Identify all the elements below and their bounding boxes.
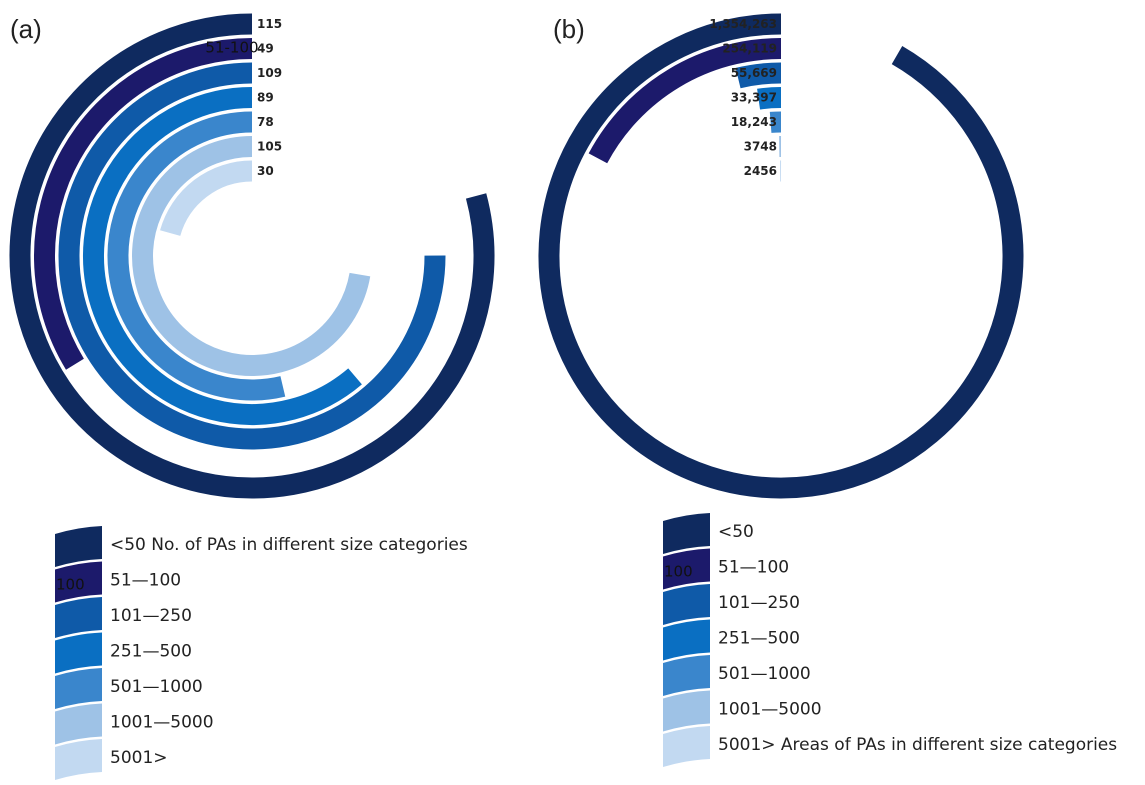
panel-b-legend-swatch-251-500	[663, 619, 710, 661]
panel-b-legend-label-501-1000: 501—1000	[718, 664, 811, 684]
panel-b-value-label-50: 1,354,263	[709, 17, 777, 31]
panel-b-legend-swatch-1001-5000	[663, 690, 710, 732]
panel-a-legend-swatch-5001	[55, 739, 102, 780]
panel-b-legend-label-251-500: 251—500	[718, 629, 800, 649]
panel-a-value-label-101-250: 109	[257, 66, 282, 80]
panel-a-legend-swatch-101-250	[55, 597, 102, 638]
panel-b-value-label-1001-5000: 3748	[744, 140, 777, 154]
panel-a-value-label-50: 115	[257, 17, 282, 31]
panel-a-legend-label-50: <50 No. of PAs in different size categor…	[110, 535, 468, 555]
panel-b-bar-50	[538, 13, 1024, 499]
panel-b-legend-label-50: <50	[718, 522, 754, 542]
panel-b-legend-swatch-501-1000	[663, 655, 710, 696]
panel-a-legend-label-1001-5000: 1001—5000	[110, 713, 214, 733]
panel-a-legend-label-101-250: 101—250	[110, 606, 192, 626]
panel-a-value-label-501-1000: 78	[257, 115, 274, 129]
panel-b-value-label-101-250: 55,669	[731, 66, 777, 80]
panel-a-value-label-5001: 30	[257, 164, 274, 178]
panel-a-legend-swatch-50	[55, 526, 102, 567]
panel-b-legend-label-5001: 5001> Areas of PAs in different size cat…	[718, 735, 1117, 755]
panel-b-legend-swatch-101-250	[663, 584, 710, 625]
panel-a-value-label-51-100: 49	[257, 42, 274, 56]
panel-a-legend-swatch-51-100	[55, 561, 102, 603]
panel-b-legend-label-101-250: 101—250	[718, 593, 800, 613]
panel-b-bar-251-500	[757, 87, 782, 110]
panel-a-bar-501-1000	[107, 111, 286, 401]
panel-b-bar-101-250	[735, 62, 782, 89]
panel-a-legend-swatch-annotation: 100	[56, 576, 85, 594]
panel-a-legend-label-501-1000: 501—1000	[110, 677, 203, 697]
panel-a-ring-annotation: 51-100	[205, 39, 258, 57]
panel-a-bar-50	[9, 13, 495, 499]
panel-label-a: (a)	[10, 14, 42, 44]
panel-b-legend-label-1001-5000: 1001—5000	[718, 700, 822, 720]
panel-b-legend-swatch-50	[663, 513, 710, 554]
panel-b-legend-label-51-100: 51—100	[718, 558, 789, 578]
panel-a-legend-swatch-251-500	[55, 632, 102, 674]
panel-b-value-label-51-100: 254,119	[722, 42, 777, 56]
panel-b-value-label-501-1000: 18,243	[731, 115, 777, 129]
panel-b-value-label-251-500: 33,397	[731, 91, 777, 105]
panel-a-bar-1001-5000	[132, 136, 371, 376]
panel-b-legend-swatch-annotation: 100	[664, 563, 693, 581]
panel-b-bar-51-100	[588, 38, 782, 164]
panel-a-legend-swatch-1001-5000	[55, 703, 102, 745]
panel-a-value-label-1001-5000: 105	[257, 140, 282, 154]
panel-a-legend-label-5001: 5001>	[110, 748, 168, 768]
panel-a-value-label-251-500: 89	[257, 91, 274, 105]
panel-a-legend-label-51-100: 51—100	[110, 571, 181, 591]
panel-b-value-label-5001: 2456	[744, 164, 777, 178]
panel-a-legend-label-251-500: 251—500	[110, 642, 192, 662]
panel-b-legend-swatch-51-100	[663, 548, 710, 590]
panel-label-b: (b)	[553, 14, 585, 44]
panel-b-legend-swatch-5001	[663, 726, 710, 767]
panel-a-bar-251-500	[83, 87, 362, 425]
panel-a-bar-101-250	[58, 62, 446, 450]
panel-a-bar-51-100	[34, 38, 253, 370]
panel-a-legend-swatch-501-1000	[55, 668, 102, 709]
panel-a-bar-5001	[160, 160, 253, 237]
